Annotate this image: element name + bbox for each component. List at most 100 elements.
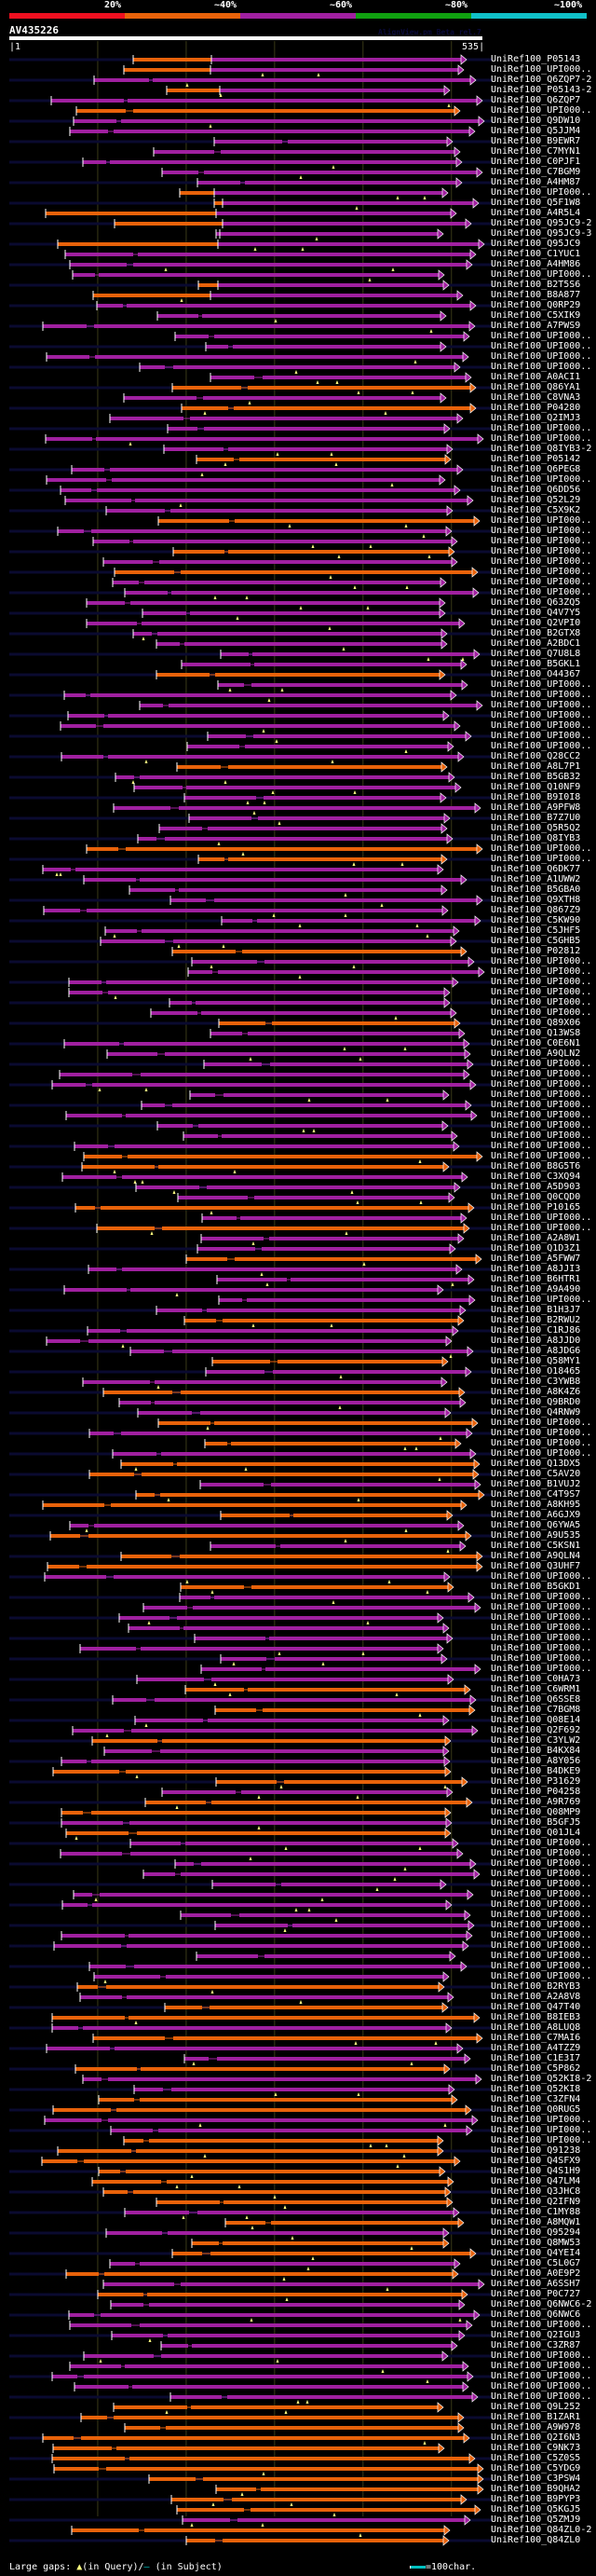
- hit-label[interactable]: UniRef100_A4HM86: [491, 259, 581, 269]
- hit-row[interactable]: [98, 2094, 458, 2105]
- hit-label[interactable]: UniRef100_UPI000..: [491, 690, 592, 700]
- hit-row[interactable]: [9, 116, 492, 128]
- hit-row[interactable]: [133, 782, 462, 794]
- hit-label[interactable]: UniRef100_UPI000..: [491, 2115, 592, 2125]
- hit-label[interactable]: UniRef100_Q6ZQP7: [491, 95, 581, 105]
- hit-row[interactable]: [9, 423, 492, 434]
- hit-row[interactable]: [196, 1951, 456, 1962]
- hit-label[interactable]: UniRef100_UPI000..: [491, 64, 592, 75]
- hit-label[interactable]: UniRef100_UPI000..: [491, 2381, 592, 2391]
- hit-label[interactable]: UniRef100_Q5JJM4: [491, 126, 581, 136]
- hit-label[interactable]: UniRef100_UPI000..: [491, 1910, 592, 1920]
- hit-label[interactable]: UniRef100_UPI000..: [491, 2350, 592, 2361]
- hit-label[interactable]: UniRef100_UPI000..: [491, 187, 592, 198]
- hit-label[interactable]: UniRef100_Q58MY1: [491, 1356, 581, 1366]
- hit-label[interactable]: UniRef100_UPI000..: [491, 966, 592, 977]
- hit-row[interactable]: [183, 1315, 465, 1327]
- hit-label[interactable]: UniRef100_Q63ZQ5: [491, 597, 581, 608]
- hit-label[interactable]: UniRef100_Q867Z9: [491, 905, 581, 915]
- hit-label[interactable]: UniRef100_A8L7P1: [491, 761, 581, 772]
- hit-row[interactable]: [9, 1120, 492, 1132]
- hit-label[interactable]: UniRef100_UPI000..: [491, 1602, 592, 1612]
- hit-label[interactable]: UniRef100_B8A877: [491, 290, 581, 300]
- hit-label[interactable]: UniRef100_P04258: [491, 1787, 581, 1797]
- hit-label[interactable]: UniRef100_C1YUC1: [491, 249, 581, 259]
- hit-label[interactable]: UniRef100_A9QLN4: [491, 1551, 581, 1561]
- hit-row[interactable]: [9, 464, 492, 476]
- hit-label[interactable]: UniRef100_UPI000..: [491, 731, 592, 741]
- hit-row[interactable]: [83, 1151, 483, 1163]
- hit-label[interactable]: UniRef100_C3PSW4: [491, 2473, 581, 2484]
- hit-label[interactable]: UniRef100_UPI000..: [491, 1438, 592, 1448]
- hit-row[interactable]: [9, 2432, 492, 2445]
- hit-row[interactable]: [9, 977, 492, 988]
- hit-row[interactable]: [113, 2402, 444, 2414]
- hit-row[interactable]: [9, 587, 492, 599]
- hit-label[interactable]: UniRef100_Q8IYB3: [491, 833, 581, 843]
- hit-row[interactable]: [142, 1602, 481, 1613]
- hit-label[interactable]: UniRef100_Q4RNW9: [491, 1407, 581, 1418]
- hit-row[interactable]: [71, 2525, 451, 2537]
- hit-row[interactable]: [9, 2084, 492, 2096]
- hit-label[interactable]: UniRef100_C4T9S7: [491, 1489, 581, 1500]
- hit-row[interactable]: [9, 1428, 492, 1440]
- hit-label[interactable]: UniRef100_P31629: [491, 1776, 581, 1787]
- hit-row[interactable]: [156, 2197, 454, 2209]
- hit-label[interactable]: UniRef100_C5X9K2: [491, 505, 581, 515]
- hit-row[interactable]: [9, 382, 492, 394]
- hit-row[interactable]: [9, 1715, 492, 1727]
- hit-label[interactable]: UniRef100_Q4S1H9: [491, 2166, 581, 2176]
- hit-label[interactable]: UniRef100_C5XIK9: [491, 310, 581, 321]
- hit-row[interactable]: [9, 915, 492, 927]
- hit-row[interactable]: [9, 710, 492, 721]
- hit-row[interactable]: [9, 1284, 492, 1296]
- hit-row[interactable]: [124, 2422, 465, 2433]
- hit-label[interactable]: UniRef100_UPI000..: [491, 977, 592, 987]
- hit-label[interactable]: UniRef100_A6GJX9: [491, 1510, 581, 1520]
- hit-row[interactable]: [174, 331, 470, 342]
- hit-label[interactable]: UniRef100_Q2IGU3: [491, 2330, 581, 2340]
- hit-label[interactable]: UniRef100_B2GTX8: [491, 628, 581, 638]
- hit-label[interactable]: UniRef100_UPI000..: [491, 1592, 592, 1602]
- hit-label[interactable]: UniRef100_UPI000..: [491, 1069, 592, 1079]
- hit-label[interactable]: UniRef100_Q2VPI0: [491, 618, 581, 628]
- hit-label[interactable]: UniRef100_UPI000..: [491, 1858, 592, 1869]
- hit-row[interactable]: [9, 1100, 492, 1111]
- hit-row[interactable]: [9, 1920, 492, 1932]
- hit-row[interactable]: [59, 1069, 470, 1080]
- hit-label[interactable]: UniRef100_B9QHA2: [491, 2484, 581, 2494]
- hit-label[interactable]: UniRef100_B9I0I8: [491, 792, 581, 802]
- hit-label[interactable]: UniRef100_UPI000..: [491, 987, 592, 997]
- hit-label[interactable]: UniRef100_Q4SFX9: [491, 2156, 581, 2166]
- hit-row[interactable]: [9, 2473, 492, 2485]
- hit-label[interactable]: UniRef100_UPI000..: [491, 1899, 592, 1910]
- hit-row[interactable]: [104, 925, 460, 938]
- hit-row[interactable]: [9, 874, 492, 885]
- hit-label[interactable]: UniRef100_Q0RUG5: [491, 2104, 581, 2115]
- hit-label[interactable]: UniRef100_UPI000..: [491, 710, 592, 720]
- hit-label[interactable]: UniRef100_UPI000..: [491, 720, 592, 731]
- hit-label[interactable]: UniRef100_Q08E14: [491, 1715, 581, 1725]
- hit-row[interactable]: [86, 618, 466, 630]
- hit-label[interactable]: UniRef100_P05143-2: [491, 85, 592, 95]
- hit-row[interactable]: [9, 1161, 492, 1173]
- hit-label[interactable]: UniRef100_UPI000..: [491, 577, 592, 587]
- hit-row[interactable]: [189, 1089, 450, 1102]
- hit-label[interactable]: UniRef100_P0C727: [491, 2289, 581, 2299]
- hit-row[interactable]: [69, 1520, 465, 1532]
- hit-label[interactable]: UniRef100_UPI000..: [491, 105, 592, 116]
- hit-label[interactable]: UniRef100_C5AV20: [491, 1469, 581, 1479]
- hit-row[interactable]: [109, 2258, 461, 2270]
- hit-row[interactable]: [9, 75, 492, 87]
- hit-label[interactable]: UniRef100_A0ACI1: [491, 372, 581, 382]
- hit-label[interactable]: UniRef100_C0PJF1: [491, 157, 581, 167]
- hit-label[interactable]: UniRef100_O44367: [491, 669, 581, 679]
- hit-row[interactable]: [79, 1992, 454, 2004]
- hit-row[interactable]: [9, 218, 492, 229]
- hit-label[interactable]: UniRef100_P05143: [491, 54, 581, 64]
- hit-label[interactable]: UniRef100_C7MAI6: [491, 2033, 581, 2043]
- hit-row[interactable]: [9, 1489, 492, 1501]
- hit-row[interactable]: [86, 843, 483, 856]
- hit-row[interactable]: [161, 167, 483, 179]
- hit-label[interactable]: UniRef100_UPI000..: [491, 1100, 592, 1110]
